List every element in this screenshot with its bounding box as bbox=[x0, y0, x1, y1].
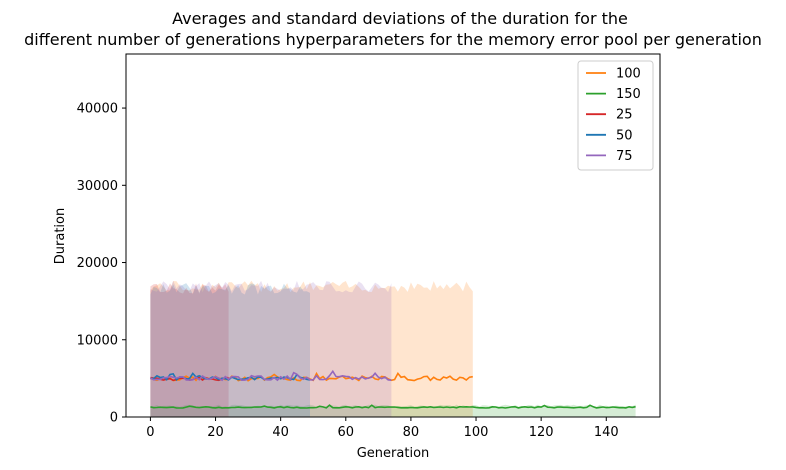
x-tick-label: 120 bbox=[529, 425, 554, 440]
legend-label-50: 50 bbox=[616, 128, 633, 143]
plot-area-frame bbox=[125, 53, 661, 418]
y-tick-label: 30000 bbox=[77, 179, 118, 194]
legend: 100 150 25 50 75 bbox=[577, 60, 654, 171]
y-axis: 0 10000 20000 30000 40000 bbox=[77, 102, 126, 426]
x-tick-label: 0 bbox=[146, 425, 154, 440]
legend-label-25: 25 bbox=[616, 108, 633, 123]
std-band-75 bbox=[150, 280, 392, 417]
mean-lines bbox=[150, 369, 636, 409]
x-axis-label: Generation bbox=[357, 446, 430, 461]
chart-title-line-1: Averages and standard deviations of the … bbox=[172, 9, 628, 28]
x-tick-label: 100 bbox=[464, 425, 489, 440]
y-tick-label: 40000 bbox=[77, 102, 118, 117]
x-tick-label: 60 bbox=[338, 425, 355, 440]
legend-label-150: 150 bbox=[616, 87, 641, 102]
x-axis: 0 20 40 60 80 100 120 140 bbox=[146, 417, 619, 440]
y-tick-label: 0 bbox=[110, 411, 118, 426]
chart-title-line-2: different number of generations hyperpar… bbox=[24, 30, 762, 49]
y-tick-label: 10000 bbox=[77, 333, 118, 348]
x-tick-label: 80 bbox=[403, 425, 420, 440]
mean-line-150 bbox=[150, 404, 636, 409]
x-tick-label: 40 bbox=[272, 425, 289, 440]
std-bands bbox=[150, 280, 636, 417]
mean-line-75 bbox=[150, 369, 392, 382]
y-axis-label: Duration bbox=[53, 208, 68, 264]
y-tick-label: 20000 bbox=[77, 256, 118, 271]
legend-label-100: 100 bbox=[616, 67, 641, 82]
x-tick-label: 20 bbox=[207, 425, 224, 440]
legend-label-75: 75 bbox=[616, 149, 633, 164]
x-tick-label: 140 bbox=[594, 425, 619, 440]
legend-frame bbox=[577, 60, 654, 171]
std-band-100 bbox=[150, 280, 473, 417]
std-band-50 bbox=[150, 283, 310, 417]
std-band-25 bbox=[150, 283, 229, 417]
